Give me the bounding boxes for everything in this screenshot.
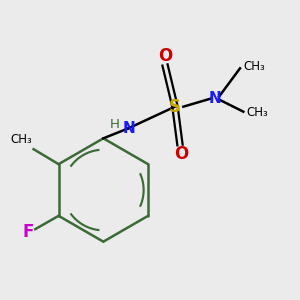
Text: N: N [208,91,221,106]
Text: N: N [123,121,135,136]
Text: CH₃: CH₃ [243,60,265,73]
Text: CH₃: CH₃ [10,133,32,146]
Text: CH₃: CH₃ [247,106,268,119]
Text: S: S [169,98,181,116]
Text: O: O [175,145,189,163]
Text: F: F [22,223,34,241]
Text: H: H [110,118,120,131]
Text: O: O [158,47,172,65]
